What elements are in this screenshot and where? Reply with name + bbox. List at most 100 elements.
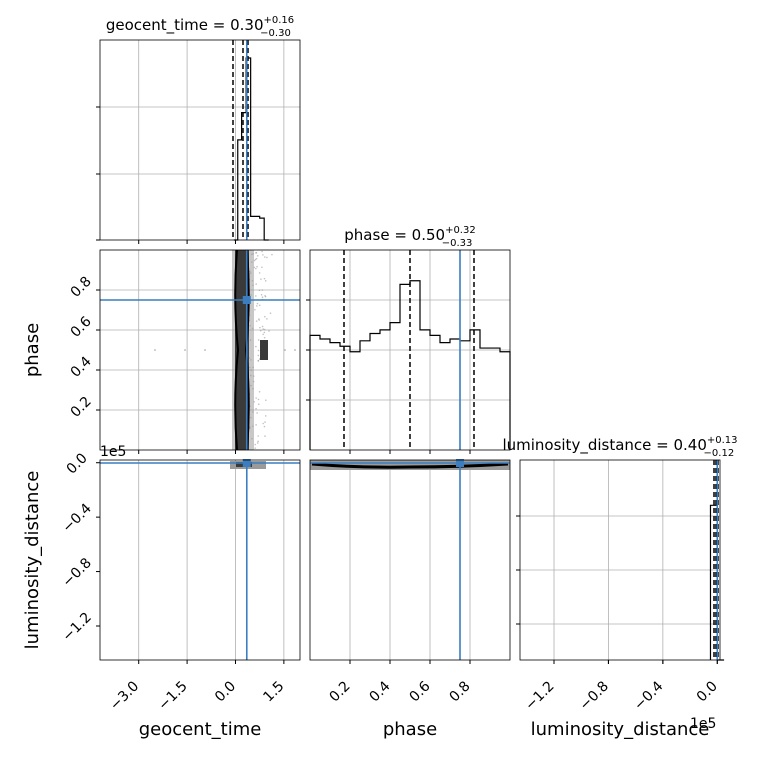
scatter-point: [258, 304, 261, 307]
xtick-label-luminosity_distance: −1.2: [522, 678, 557, 713]
scatter-point: [257, 349, 260, 352]
ytick-label-ld: −0.4: [59, 501, 94, 536]
xtick-label-geocent_time: −1.5: [155, 678, 190, 713]
scatter-point: [261, 250, 263, 253]
scatter-point: [294, 349, 296, 351]
scatter-point: [258, 289, 261, 292]
scatter-point: [255, 283, 257, 285]
panel-title-phase: phase = 0.50+0.32 −0.33: [344, 225, 475, 249]
scatter-point: [154, 349, 156, 351]
scatter-point: [253, 259, 256, 262]
scatter-point: [255, 424, 257, 426]
scatter-point: [255, 257, 258, 260]
scatter-point: [263, 425, 266, 428]
scatter-point: [204, 349, 206, 351]
ytick-label-phase: 0.8: [68, 274, 95, 301]
scatter-point: [255, 320, 258, 322]
scatter-point: [263, 331, 266, 334]
scatter-point: [255, 295, 257, 297]
scatter-point: [255, 345, 257, 348]
scatter-point: [258, 390, 261, 393]
scatter-point: [254, 258, 257, 261]
xlabel-geocent_time: geocent_time: [139, 719, 262, 740]
title-base-phase: phase = 0.50: [344, 226, 445, 244]
xlabel-luminosity_distance: luminosity_distance: [531, 719, 710, 740]
ylabel-luminosity_distance: luminosity_distance: [22, 471, 43, 650]
scatter-point: [268, 330, 270, 332]
title-base-geocent_time: geocent_time = 0.30: [106, 16, 264, 35]
title-minus-phase: −0.33: [442, 238, 473, 249]
scatter-point: [262, 254, 264, 256]
ytick-label-ld: −1.2: [59, 609, 94, 644]
scatter-point: [262, 328, 265, 330]
title-plus-phase: +0.32: [445, 225, 476, 236]
scatter-point: [254, 308, 256, 311]
panel-0-1-frame: [99, 249, 301, 451]
panel-2-2-frame: [519, 459, 721, 661]
scatter-point: [266, 256, 268, 259]
scatter-point: [257, 359, 260, 362]
scatter-point: [256, 265, 258, 268]
scatter-point: [257, 354, 260, 357]
scatter-point: [255, 397, 257, 399]
density-blob: [260, 340, 268, 360]
scatter-point: [184, 349, 186, 351]
scatter-point: [261, 266, 263, 269]
scatter-point: [264, 435, 266, 437]
scatter-point: [263, 328, 266, 331]
offset-label-ld-y: 1e5: [100, 444, 126, 460]
title-minus-geocent_time: −0.30: [260, 28, 291, 39]
ytick-label-ld: −0.8: [59, 555, 94, 590]
scatter-point: [257, 403, 260, 405]
xtick-label-geocent_time: 0.0: [212, 678, 239, 705]
xtick-label-phase: 0.8: [447, 678, 474, 705]
truth-marker: [242, 296, 251, 304]
ytick-label-phase: 0.6: [68, 314, 95, 341]
scatter-point: [257, 435, 259, 437]
ytick-label-phase: 0.2: [68, 394, 95, 421]
panel-title-luminosity_distance: luminosity_distance = 0.40+0.13 −0.12: [502, 435, 737, 459]
scatter-point: [260, 278, 262, 280]
scatter-point: [254, 443, 257, 446]
xtick-label-luminosity_distance: 0.0: [694, 678, 721, 705]
scatter-point: [266, 318, 268, 320]
xtick-label-phase: 0.4: [367, 678, 394, 705]
panel-0-0-frame: [99, 39, 301, 241]
scatter-point: [263, 256, 266, 258]
panel-0-2-frame: [99, 459, 301, 661]
xtick-label-luminosity_distance: −0.4: [631, 678, 666, 713]
xtick-label-geocent_time: 1.5: [260, 678, 287, 705]
scatter-point: [255, 252, 257, 254]
panel-title-geocent_time: geocent_time = 0.30+0.16 −0.30: [106, 15, 294, 39]
scatter-point: [264, 415, 267, 417]
scatter-point: [284, 349, 286, 351]
scatter-point: [264, 295, 266, 297]
scatter-point: [258, 318, 260, 320]
scatter-point: [255, 407, 257, 410]
title-base-luminosity_distance: luminosity_distance = 0.40: [502, 436, 706, 455]
scatter-point: [254, 447, 257, 449]
density-contour: [311, 462, 509, 469]
scatter-point: [256, 412, 258, 414]
scatter-point: [263, 336, 266, 339]
panel-0-1-bg: [100, 250, 300, 450]
scatter-point: [261, 325, 264, 328]
scatter-point: [257, 440, 259, 443]
title-minus-luminosity_distance: −0.12: [704, 448, 735, 459]
scatter-point: [257, 339, 260, 341]
ylabel-phase: phase: [22, 323, 43, 377]
scatter-point: [264, 315, 266, 318]
title-plus-geocent_time: +0.16: [264, 15, 295, 26]
density-contour: [234, 249, 240, 451]
scatter-point: [262, 333, 264, 336]
xtick-label-luminosity_distance: −0.8: [577, 678, 612, 713]
scatter-point: [262, 422, 264, 425]
scatter-point: [264, 280, 267, 282]
scatter-point: [260, 293, 263, 296]
xtick-label-geocent_time: −3.0: [107, 678, 142, 713]
panel-2-2-bg: [520, 460, 720, 660]
scatter-point: [271, 253, 273, 256]
title-plus-luminosity_distance: +0.13: [707, 435, 738, 446]
ytick-label-ld: 0.0: [64, 450, 91, 477]
